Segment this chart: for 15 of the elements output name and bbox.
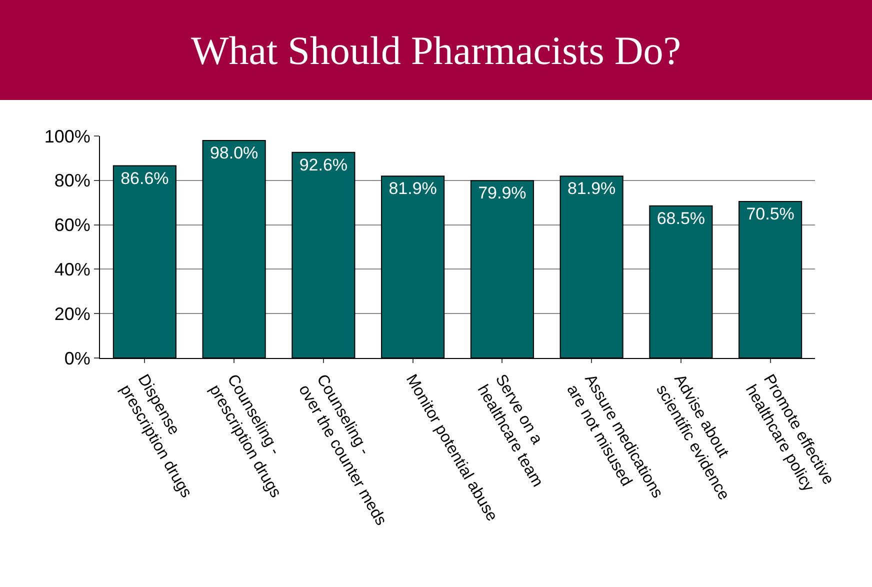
y-tick-label: 0% [64,348,90,368]
y-tick-label: 100% [44,126,90,146]
y-tick-label: 80% [54,170,90,191]
chart-title: What Should Pharmacists Do? [191,28,681,73]
data-label: 92.6% [299,155,348,174]
data-label: 81.9% [388,179,437,198]
data-label: 98.0% [210,143,258,162]
data-label: 86.6% [120,168,169,188]
data-label: 70.5% [746,204,794,224]
y-tick-label: 20% [54,304,90,324]
y-tick-label: 40% [54,260,90,280]
y-tick-label: 60% [54,215,90,236]
data-label: 81.9% [567,179,616,198]
data-label: 68.5% [656,208,706,228]
data-label: 79.9% [478,184,526,203]
